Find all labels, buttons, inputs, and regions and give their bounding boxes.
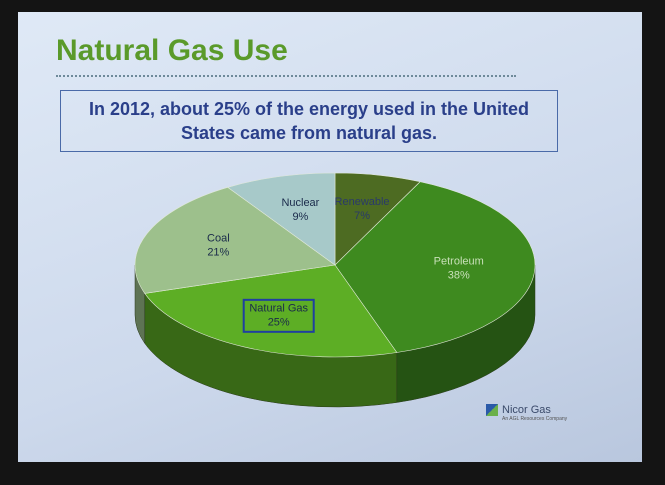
slice-value-label: 38%: [448, 269, 470, 281]
logo-mark: [486, 404, 498, 416]
slice-label: Nuclear: [281, 197, 319, 209]
slide: Natural Gas Use In 2012, about 25% of th…: [18, 12, 642, 462]
slice-label: Natural Gas: [249, 303, 308, 315]
logo-tagline: An AGL Resources Company: [486, 416, 567, 422]
slice-label: Coal: [207, 233, 230, 245]
logo: Nicor Gas An AGL Resources Company: [486, 404, 567, 422]
page: Natural Gas Use In 2012, about 25% of th…: [0, 0, 665, 485]
slice-value-label: 25%: [268, 317, 290, 329]
slice-label: Petroleum: [434, 255, 484, 267]
logo-name: Nicor Gas: [486, 404, 567, 416]
slice-label: Renewable: [335, 196, 390, 208]
slice-value-label: 9%: [292, 211, 308, 223]
chart: Renewable 7% Petroleum 38% Natural Gas 25% Coa…: [18, 12, 642, 462]
slice-value-label: 21%: [207, 247, 229, 259]
slice-value-label: 7%: [354, 210, 370, 222]
